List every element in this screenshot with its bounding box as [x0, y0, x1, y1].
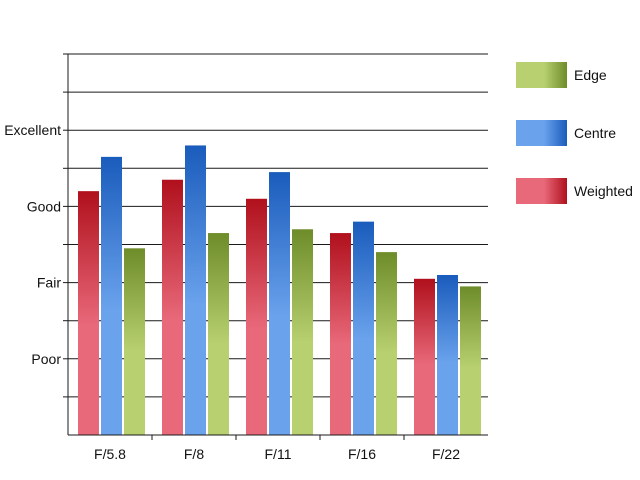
- bars: [78, 145, 481, 436]
- legend-swatch-weighted: [516, 178, 567, 204]
- bar-weighted-f-5-8: [78, 191, 99, 435]
- bar-centre-f-22: [437, 274, 458, 435]
- y-tick-label-fair: Fair: [37, 275, 61, 291]
- bar-edge-f-16: [376, 252, 397, 435]
- legend-swatch-centre: [516, 120, 567, 146]
- y-tick-label-poor: Poor: [31, 351, 61, 367]
- bar-centre-f-5-8: [101, 156, 122, 435]
- bar-edge-f-8: [208, 233, 229, 435]
- y-tick-label-good: Good: [27, 198, 61, 214]
- bar-centre-f-8: [185, 145, 206, 435]
- legend-label-centre: Centre: [574, 125, 616, 141]
- bar-weighted-f-22: [414, 278, 435, 435]
- x-tick-label-f-5-8: F/5.8: [94, 446, 126, 462]
- x-tick-label-f-11: F/11: [265, 446, 292, 462]
- bar-centre-f-16: [353, 221, 374, 435]
- bar-edge-f-5-8: [124, 248, 145, 435]
- bar-centre-f-11: [269, 172, 290, 436]
- bar-edge-f-22: [460, 286, 481, 435]
- legend: Edge Centre Weighted: [516, 62, 633, 204]
- y-tick-label-excellent: Excellent: [4, 122, 61, 138]
- x-tick-label-f-16: F/16: [348, 446, 376, 462]
- x-tick-label-f-8: F/8: [184, 446, 204, 462]
- legend-swatch-edge: [516, 62, 567, 88]
- x-tick-label-f-22: F/22: [432, 446, 460, 462]
- bar-weighted-f-11: [246, 198, 267, 435]
- axes: Poor Fair Good Excellent F/5.8 F/8 F/11 F/16 F/2…: [4, 53, 488, 462]
- bar-edge-f-11: [292, 229, 313, 435]
- bar-weighted-f-8: [162, 179, 183, 435]
- legend-label-weighted: Weighted: [574, 183, 633, 199]
- bar-weighted-f-16: [330, 233, 351, 435]
- legend-label-edge: Edge: [574, 67, 607, 83]
